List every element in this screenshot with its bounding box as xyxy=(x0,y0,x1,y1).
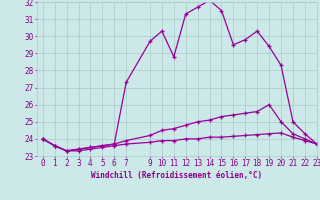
X-axis label: Windchill (Refroidissement éolien,°C): Windchill (Refroidissement éolien,°C) xyxy=(91,171,262,180)
